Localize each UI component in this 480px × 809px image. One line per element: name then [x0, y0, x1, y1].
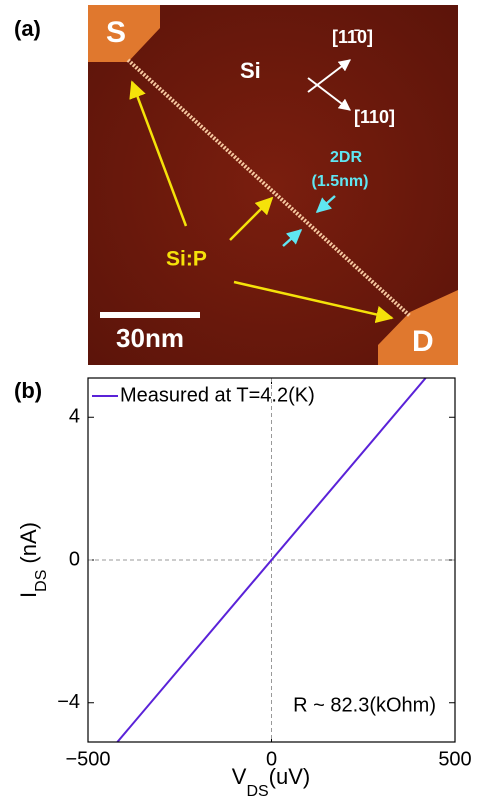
- x-tick-label: 0: [266, 748, 277, 770]
- width-label: 2DR: [330, 149, 362, 166]
- x-axis-label: DS: [246, 783, 268, 800]
- direction-label: [110]: [354, 107, 395, 127]
- x-axis-label: V: [232, 764, 247, 789]
- source-label: S: [106, 16, 126, 49]
- direction-arrow: [307, 59, 351, 93]
- annotation: R ~ 82.3(kOhm): [293, 694, 436, 716]
- y-axis-label: DS: [33, 570, 50, 592]
- wire: [126, 58, 412, 318]
- y-axis-label: IDS (nA): [16, 522, 50, 598]
- width-value: (1.5nm): [312, 173, 369, 190]
- panel-label: (b): [14, 378, 42, 403]
- drain-electrode: [378, 290, 458, 365]
- x-axis-label: VDS(uV): [232, 764, 310, 800]
- scale-label: 30nm: [116, 323, 184, 353]
- y-axis-label: I: [16, 592, 41, 598]
- y-tick-label: 4: [69, 406, 80, 428]
- y-tick-label: 0: [69, 548, 80, 570]
- x-axis-label: (uV): [269, 764, 311, 789]
- drain-label: D: [412, 325, 434, 358]
- panel-label: (a): [14, 16, 41, 41]
- y-tick-label: −4: [57, 691, 80, 713]
- wire-label: Si:P: [166, 248, 207, 271]
- direction-arrow: [307, 77, 351, 111]
- pointer-arrow: [129, 80, 188, 227]
- data-line: [116, 377, 427, 743]
- plot-frame: [87, 377, 456, 743]
- width-arrow: [315, 195, 336, 213]
- stm-image: [88, 5, 458, 365]
- pointer-arrow: [233, 280, 394, 324]
- pointer-arrow: [229, 196, 274, 241]
- substrate-label: Si: [240, 58, 261, 83]
- width-arrow: [282, 229, 303, 247]
- direction-label: [11̄0]: [332, 27, 373, 47]
- legend-label: Measured at T=4.2(K): [120, 384, 315, 406]
- x-tick-label: 500: [438, 748, 471, 770]
- scale-bar: [100, 312, 200, 318]
- x-tick-label: −500: [65, 748, 110, 770]
- y-axis-label: (nA): [16, 522, 41, 564]
- source-electrode: [88, 5, 160, 62]
